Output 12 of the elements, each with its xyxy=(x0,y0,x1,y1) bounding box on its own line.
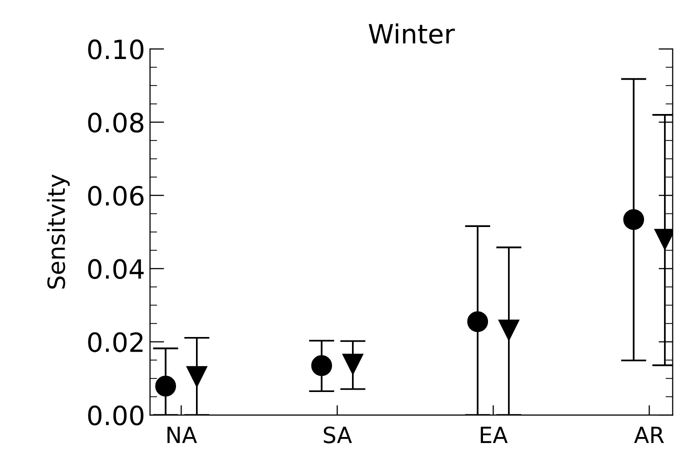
y-tick-label: 0.08 xyxy=(88,112,144,133)
y-tick-label: 0.02 xyxy=(88,332,143,352)
x-tick-label: SA xyxy=(324,426,352,444)
y-tick-label: 0.04 xyxy=(88,259,144,279)
y-axis-title: Sensitvity xyxy=(46,174,70,289)
x-tick-label: NA xyxy=(167,426,197,444)
chart-title: Winter xyxy=(368,23,455,44)
x-tick-label: AR xyxy=(634,426,664,444)
y-tick-label: 0.06 xyxy=(88,186,144,206)
x-tick-label: EA xyxy=(480,426,508,444)
y-tick-label: 0.00 xyxy=(88,405,144,426)
y-tick-label: 0.10 xyxy=(88,39,144,60)
